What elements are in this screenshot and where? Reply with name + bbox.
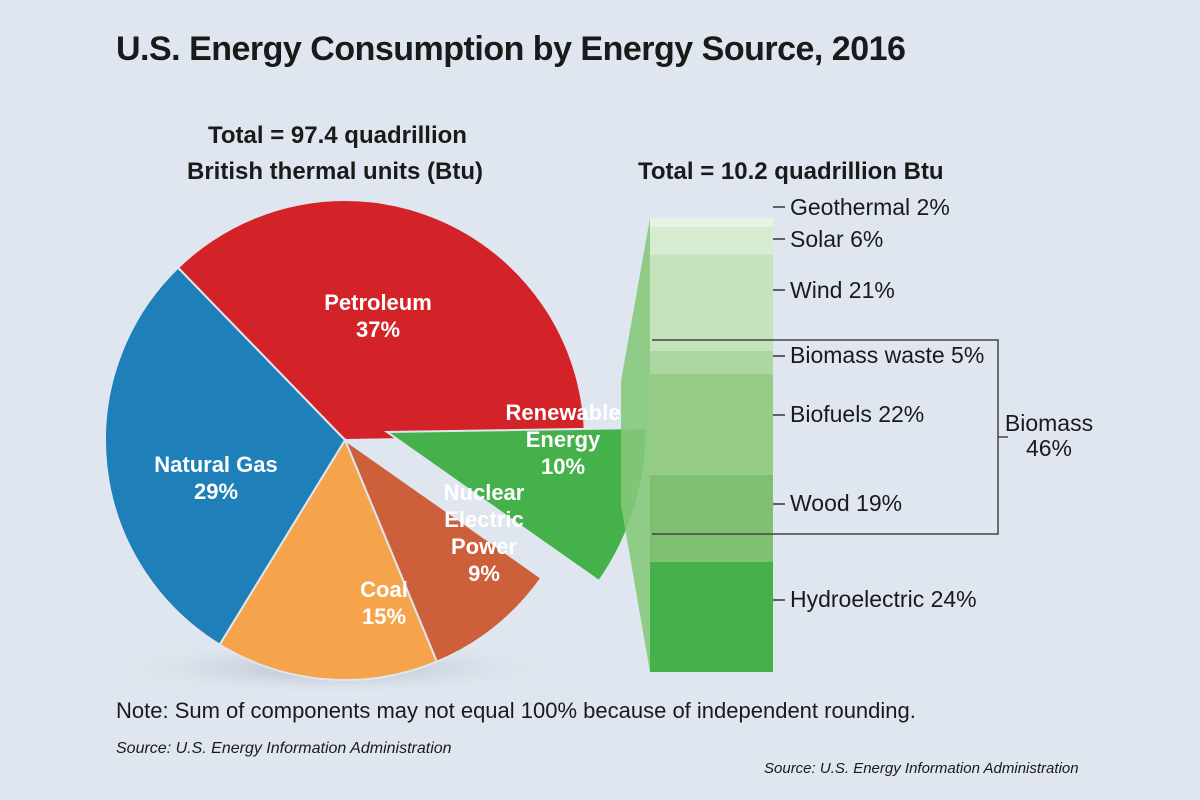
- pie-slice-natural_gas: [104, 266, 347, 647]
- pie-label-renewable: 10%: [541, 454, 585, 479]
- bar-segment-hydroelectric: [650, 561, 773, 672]
- renewable-connector: [621, 218, 650, 672]
- legend-label-hydroelectric: Hydroelectric 24%: [790, 586, 977, 612]
- biomass-label-name: Biomass: [1004, 410, 1094, 436]
- bar-segment-solar: [650, 227, 773, 255]
- pie-label-natural_gas: 29%: [194, 479, 238, 504]
- bar-segment-wood: [650, 474, 773, 562]
- pie-label-coal: Coal: [360, 577, 408, 602]
- legend-label-wind: Wind 21%: [790, 277, 895, 303]
- legend-label-biofuels: Biofuels 22%: [790, 401, 925, 427]
- bar-segment-geothermal: [650, 218, 773, 228]
- pie-slice-nuclear: [342, 437, 543, 664]
- pie-label-petroleum: Petroleum: [324, 290, 432, 315]
- legend-label-wood: Wood 19%: [790, 490, 903, 516]
- bar-segment-biofuels: [650, 373, 773, 475]
- legend-label-geothermal: Geothermal 2%: [790, 194, 950, 220]
- pie-label-nuclear: 9%: [468, 561, 500, 586]
- pie-label-renewable: Energy: [526, 427, 601, 452]
- pie-subtitle-line1: Total = 97.4 quadrillion: [208, 122, 467, 149]
- chart-title: U.S. Energy Consumption by Energy Source…: [116, 30, 906, 68]
- bar-subtitle: Total = 10.2 quadrillion Btu: [638, 158, 944, 185]
- pie-label-coal: 15%: [362, 604, 406, 629]
- biomass-bracket-label: Biomass 46%: [1004, 410, 1094, 462]
- legend-label-biomass-waste: Biomass waste 5%: [790, 342, 985, 368]
- biomass-label-percent: 46%: [1025, 435, 1073, 462]
- bar-segment-wind: [650, 254, 773, 351]
- rounding-note: Note: Sum of components may not equal 10…: [116, 698, 916, 723]
- pie-label-petroleum: 37%: [356, 317, 400, 342]
- pie-slice-petroleum: [176, 199, 586, 442]
- pie-slice-coal: [218, 437, 439, 681]
- source-left: Source: U.S. Energy Information Administ…: [116, 740, 452, 757]
- pie-label-natural_gas: Natural Gas: [154, 452, 278, 477]
- pie-label-renewable: Renewable: [506, 400, 621, 425]
- pie-subtitle-line2: British thermal units (Btu): [187, 158, 484, 185]
- legend-label-solar: Solar 6%: [790, 226, 884, 252]
- pie-label-nuclear: Electric: [444, 507, 524, 532]
- source-right: Source: U.S. Energy Information Administ…: [764, 760, 1079, 777]
- pie-label-nuclear: Power: [451, 534, 517, 559]
- bar-segment-biomass_waste: [650, 350, 773, 374]
- pie-label-nuclear: Nuclear: [444, 480, 525, 505]
